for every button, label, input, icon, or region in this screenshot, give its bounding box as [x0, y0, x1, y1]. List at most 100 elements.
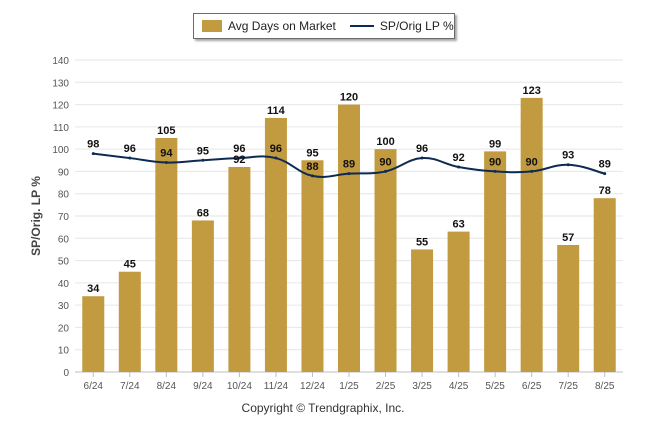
bar-data-label: 63 — [452, 219, 464, 231]
line-data-label: 98 — [87, 139, 99, 151]
y-tick-label: 80 — [58, 190, 70, 201]
bar — [118, 271, 141, 372]
line-data-label: 93 — [562, 150, 574, 162]
bar-data-label: 57 — [562, 232, 574, 244]
y-tick-label: 110 — [53, 123, 69, 134]
bar-data-label: 68 — [197, 207, 209, 219]
y-tick-label: 30 — [58, 301, 70, 312]
y-axis-label: SP/Orig. LP % — [29, 176, 43, 256]
bar-data-label: 78 — [599, 185, 611, 197]
bar-data-label: 120 — [340, 92, 358, 104]
copyright-text: Copyright © Trendgraphix, Inc. — [241, 401, 405, 415]
x-tick-label: 12/24 — [300, 381, 325, 392]
x-tick-label: 7/25 — [558, 381, 578, 392]
line-point — [530, 169, 534, 173]
bar-data-label: 100 — [376, 136, 394, 148]
bar-data-label: 105 — [157, 125, 175, 137]
bar — [82, 296, 105, 372]
y-tick-label: 120 — [52, 101, 69, 112]
bar-data-label: 34 — [87, 283, 100, 295]
line-data-label: 90 — [526, 156, 538, 168]
x-tick-label: 8/25 — [595, 381, 615, 392]
line-data-label: 96 — [416, 143, 428, 155]
bar-data-label: 45 — [124, 259, 136, 271]
line-data-label: 96 — [270, 143, 282, 155]
x-tick-label: 6/25 — [522, 381, 542, 392]
line-data-label: 96 — [233, 143, 245, 155]
line-point — [91, 152, 95, 156]
y-tick-label: 130 — [52, 78, 69, 89]
bar — [520, 97, 543, 372]
y-tick-label: 140 — [52, 56, 69, 67]
line-data-label: 94 — [160, 148, 173, 160]
legend-item-line: SP/Orig LP % — [336, 19, 454, 33]
line-point — [566, 163, 570, 167]
line-data-label: 96 — [124, 143, 136, 155]
x-tick-label: 2/25 — [376, 381, 396, 392]
line-point — [164, 161, 168, 165]
line-point — [384, 169, 388, 173]
bar — [593, 198, 616, 372]
y-tick-label: 20 — [58, 323, 70, 334]
y-tick-label: 0 — [63, 368, 69, 379]
line-point — [310, 174, 314, 178]
y-tick-label: 40 — [58, 279, 70, 290]
legend: Avg Days on Market SP/Orig LP % — [193, 13, 455, 39]
bar-data-label: 95 — [306, 147, 318, 159]
bar-data-label: 114 — [267, 105, 286, 117]
bar-data-label: 123 — [522, 85, 540, 97]
legend-item-bars: Avg Days on Market — [194, 19, 336, 33]
line-point — [603, 172, 607, 176]
x-tick-label: 11/24 — [264, 381, 289, 392]
line-point — [201, 158, 205, 162]
x-tick-label: 10/24 — [227, 381, 252, 392]
x-tick-label: 9/24 — [193, 381, 213, 392]
line-point — [347, 172, 351, 176]
legend-label-bars: Avg Days on Market — [228, 19, 336, 33]
y-tick-label: 10 — [58, 346, 70, 357]
line-point — [493, 169, 497, 173]
line-data-label: 90 — [379, 156, 391, 168]
y-tick-label: 50 — [58, 257, 70, 268]
bar-data-label: 92 — [233, 154, 245, 166]
x-tick-label: 3/25 — [412, 381, 432, 392]
y-tick-label: 70 — [58, 212, 70, 223]
line-point — [274, 156, 278, 160]
bar — [228, 166, 251, 372]
line-point — [457, 165, 461, 169]
line-point — [420, 156, 424, 160]
line-data-label: 92 — [452, 152, 464, 164]
line-data-label: 89 — [343, 159, 355, 171]
x-tick-label: 8/24 — [157, 381, 177, 392]
y-tick-label: 90 — [58, 167, 70, 178]
line-data-label: 88 — [306, 161, 318, 173]
x-tick-label: 4/25 — [449, 381, 469, 392]
y-tick-label: 60 — [58, 234, 70, 245]
bar — [411, 249, 434, 372]
line-point — [237, 156, 241, 160]
bar — [557, 244, 580, 372]
bar — [155, 138, 178, 372]
bar — [374, 149, 397, 372]
x-tick-label: 1/25 — [339, 381, 359, 392]
legend-swatch-bar — [202, 20, 222, 32]
line-data-label: 89 — [599, 159, 611, 171]
bar — [447, 231, 470, 372]
line-point — [128, 156, 132, 160]
line-data-label: 90 — [489, 156, 501, 168]
x-tick-label: 7/24 — [120, 381, 140, 392]
bar-data-label: 99 — [489, 138, 501, 150]
legend-swatch-line — [349, 25, 374, 27]
x-tick-label: 5/25 — [485, 381, 505, 392]
bar-data-label: 55 — [416, 236, 428, 248]
y-tick-label: 100 — [52, 145, 69, 156]
bar — [301, 160, 324, 372]
bar — [484, 151, 507, 372]
legend-label-line: SP/Orig LP % — [379, 19, 454, 33]
bar — [338, 104, 360, 373]
line-data-label: 95 — [197, 145, 209, 157]
bar — [264, 117, 287, 372]
x-tick-label: 6/24 — [84, 381, 104, 392]
